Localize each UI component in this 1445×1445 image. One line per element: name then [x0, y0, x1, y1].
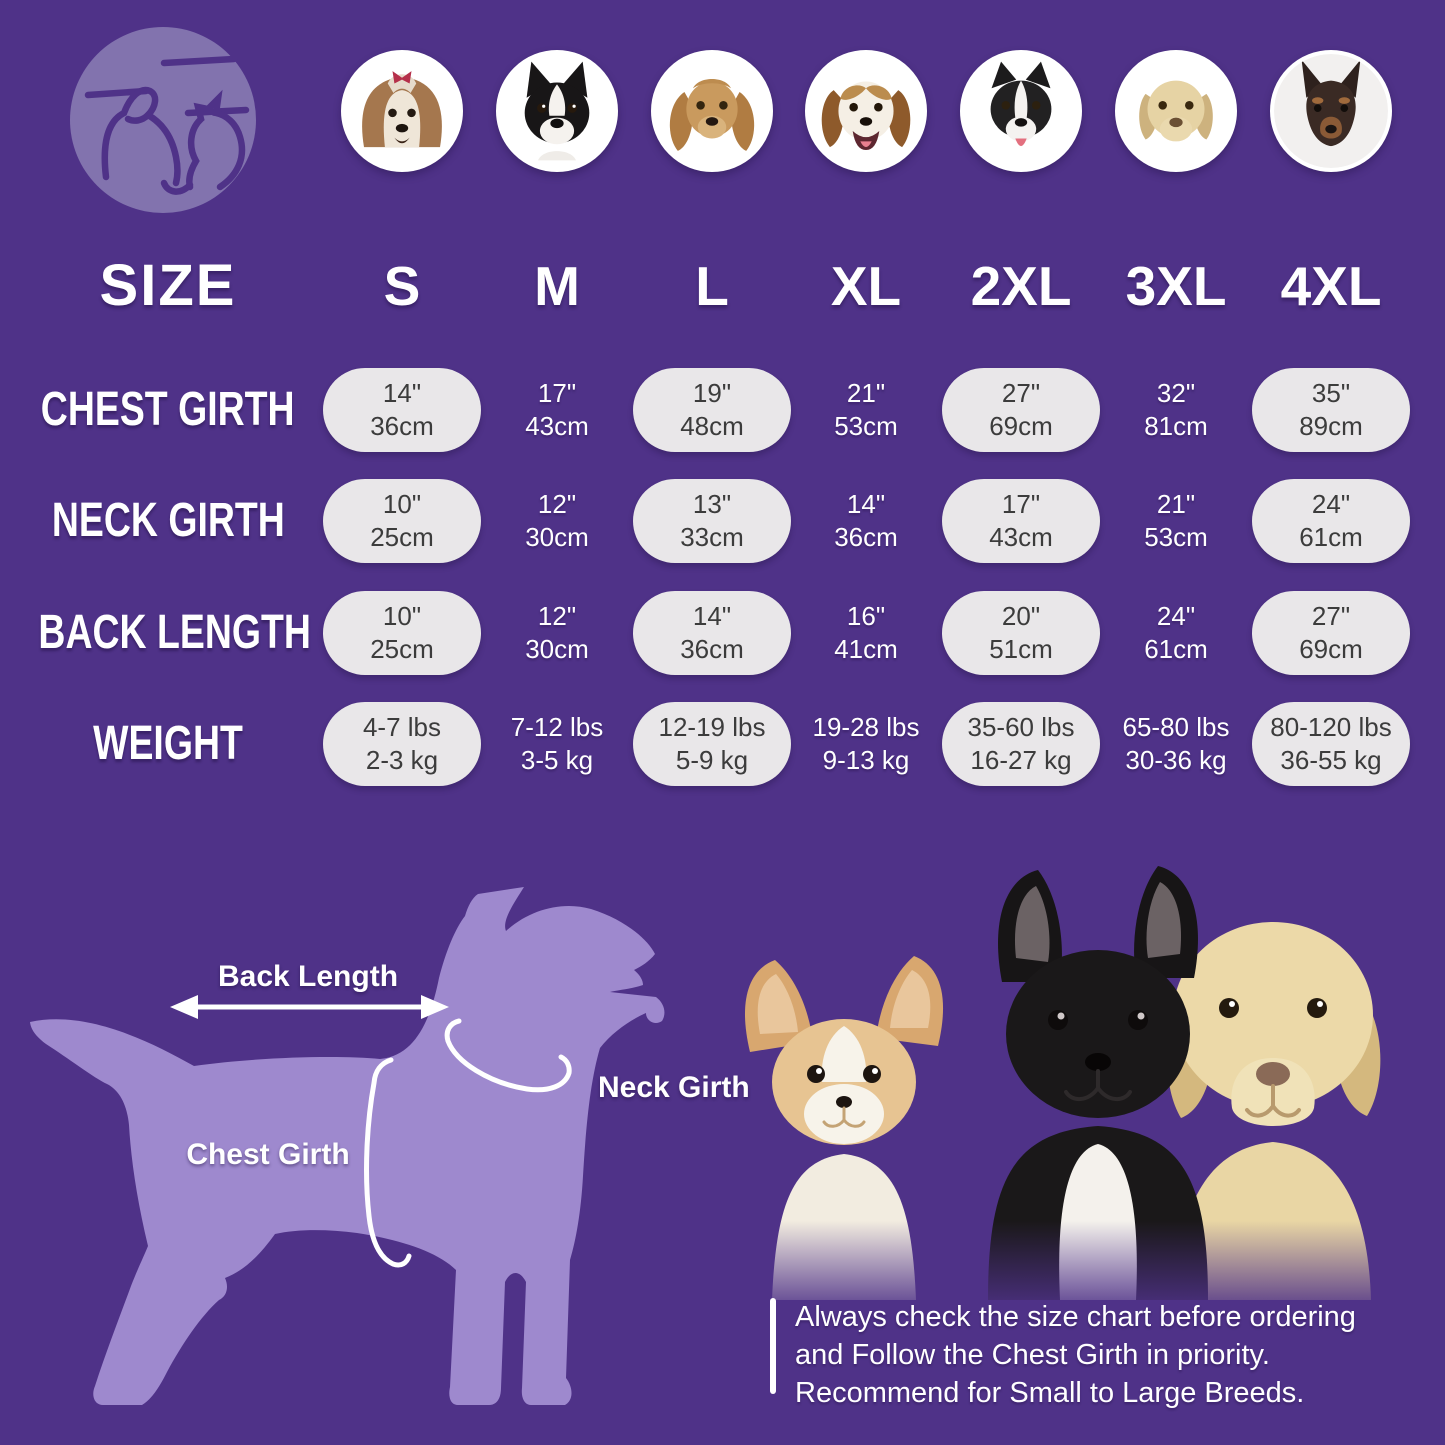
- cell-XL-neck-girth: 14" 36cm: [834, 489, 898, 552]
- shih-tzu-icon: [345, 54, 459, 168]
- cell-XL-chest-girth: 21" 53cm: [834, 378, 898, 441]
- breed-photo-border-collie: [960, 50, 1082, 172]
- breed-photo-shih-tzu: [341, 50, 463, 172]
- sizing-note: Always check the size chart before order…: [770, 1298, 1356, 1412]
- note-accent-bar: [770, 1298, 776, 1394]
- cell-L-neck-girth: 13" 33cm: [633, 479, 791, 563]
- size-column-header-4XL: 4XL: [1280, 255, 1382, 317]
- brand-logo: [70, 27, 256, 213]
- size-column-header-3XL: 3XL: [1125, 255, 1227, 317]
- cell-2XL-back-length: 20" 51cm: [942, 591, 1100, 675]
- cell-S-back-length: 10" 25cm: [323, 591, 481, 675]
- note-line: and Follow the Chest Girth in priority.: [795, 1339, 1270, 1371]
- beagle-icon: [809, 54, 923, 168]
- cell-3XL-back-length: 24" 61cm: [1144, 601, 1208, 664]
- row-label-back-length: BACK LENGTH: [38, 606, 311, 659]
- cell-M-back-length: 12" 30cm: [525, 601, 589, 664]
- neck-girth-line: [444, 1018, 572, 1093]
- measurement-diagram: [30, 887, 665, 1405]
- cell-3XL-chest-girth: 32" 81cm: [1144, 378, 1208, 441]
- logo-streak: [160, 55, 238, 67]
- note-line: Recommend for Small to Large Breeds.: [795, 1377, 1305, 1409]
- cell-3XL-neck-girth: 21" 53cm: [1144, 489, 1208, 552]
- size-column-header-L: L: [695, 255, 729, 317]
- cell-L-back-length: 14" 36cm: [633, 591, 791, 675]
- breed-photo-doberman: [1270, 50, 1392, 172]
- cell-2XL-weight: 35-60 lbs 16-27 kg: [942, 702, 1100, 786]
- boston-terrier-icon: [500, 54, 614, 168]
- border-collie-icon: [964, 54, 1078, 168]
- cell-M-chest-girth: 17" 43cm: [525, 378, 589, 441]
- cell-2XL-chest-girth: 27" 69cm: [942, 368, 1100, 452]
- chest-girth-line: [364, 1057, 412, 1268]
- row-label-neck-girth: NECK GIRTH: [51, 494, 285, 547]
- cocker-spaniel-icon: [655, 54, 769, 168]
- size-column-header-XL: XL: [830, 255, 902, 317]
- logo-cat-tail: [160, 179, 194, 195]
- back-length-label: Back Length: [217, 960, 399, 993]
- cell-XL-back-length: 16" 41cm: [834, 601, 898, 664]
- cell-M-weight: 7-12 lbs 3-5 kg: [510, 712, 604, 775]
- breed-photo-cocker-spaniel: [651, 50, 773, 172]
- logo-dog: [101, 86, 159, 181]
- logo-cat: [186, 89, 246, 191]
- cell-2XL-neck-girth: 17" 43cm: [942, 479, 1100, 563]
- cell-4XL-neck-girth: 24" 61cm: [1252, 479, 1410, 563]
- cell-L-chest-girth: 19" 48cm: [633, 368, 791, 452]
- logo-dog-neck: [144, 111, 181, 187]
- cell-4XL-back-length: 27" 69cm: [1252, 591, 1410, 675]
- row-label-weight: WEIGHT: [93, 717, 243, 770]
- cell-S-neck-girth: 10" 25cm: [323, 479, 481, 563]
- cell-3XL-weight: 65-80 lbs 30-36 kg: [1122, 712, 1230, 775]
- cell-S-chest-girth: 14" 36cm: [323, 368, 481, 452]
- dogs-photo-group: [720, 866, 1445, 1330]
- chest-girth-label: Chest Girth: [186, 1138, 350, 1171]
- cell-XL-weight: 19-28 lbs 9-13 kg: [812, 712, 920, 775]
- note-line: Always check the size chart before order…: [795, 1301, 1356, 1333]
- labrador-icon: [1119, 54, 1233, 168]
- cell-4XL-chest-girth: 35" 89cm: [1252, 368, 1410, 452]
- row-label-chest-girth: CHEST GIRTH: [41, 383, 295, 436]
- cell-M-neck-girth: 12" 30cm: [525, 489, 589, 552]
- breed-photo-boston-terrier: [496, 50, 618, 172]
- size-column-header-S: S: [383, 255, 421, 317]
- back-length-arrow: [170, 995, 449, 1019]
- size-corner-label: SIZE: [99, 253, 237, 318]
- breed-photo-labrador: [1115, 50, 1237, 172]
- dog-silhouette: [30, 887, 665, 1405]
- cell-S-weight: 4-7 lbs 2-3 kg: [323, 702, 481, 786]
- breed-photo-beagle: [805, 50, 927, 172]
- doberman-icon: [1274, 54, 1388, 168]
- cell-L-weight: 12-19 lbs 5-9 kg: [633, 702, 791, 786]
- size-column-header-2XL: 2XL: [970, 255, 1072, 317]
- cell-4XL-weight: 80-120 lbs 36-55 kg: [1252, 702, 1410, 786]
- size-column-header-M: M: [534, 255, 580, 317]
